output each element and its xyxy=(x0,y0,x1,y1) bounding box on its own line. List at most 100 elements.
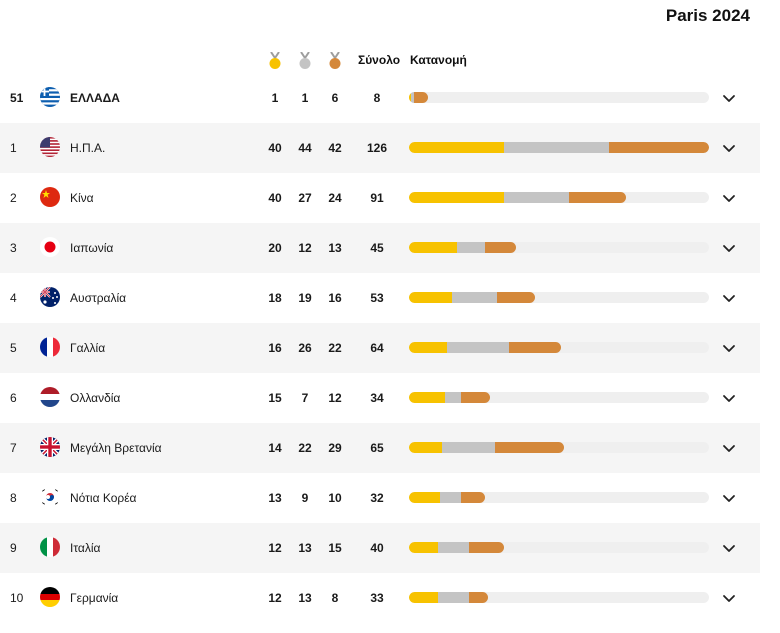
table-row[interactable]: 3 Ιαπωνία 20 12 13 45 xyxy=(0,223,760,273)
gold-segment xyxy=(409,292,452,303)
silver-segment xyxy=(437,542,469,553)
country-name: Κίνα xyxy=(70,191,94,205)
silver-segment xyxy=(451,292,498,303)
chevron-down-icon[interactable] xyxy=(721,490,737,506)
total-count: 53 xyxy=(370,291,384,305)
country-name: Γαλλία xyxy=(70,341,106,355)
country-name: Ιταλία xyxy=(70,541,101,555)
medal-breakdown-bar xyxy=(409,92,709,103)
gold-count: 15 xyxy=(268,391,282,405)
event-title: Paris 2024 xyxy=(665,6,750,25)
country-name: Αυστραλία xyxy=(70,291,127,305)
china-flag-icon xyxy=(40,187,60,207)
bronze-count: 10 xyxy=(328,491,342,505)
silver-count: 12 xyxy=(298,241,312,255)
silver-count: 13 xyxy=(298,591,312,605)
silver-segment xyxy=(447,342,509,353)
chevron-down-icon[interactable] xyxy=(721,540,737,556)
rank: 6 xyxy=(10,391,17,405)
total-count: 65 xyxy=(370,441,384,455)
gold-segment xyxy=(409,342,448,353)
table-row[interactable]: 4 Αυστραλία 18 19 16 53 xyxy=(0,273,760,323)
gold-count: 40 xyxy=(268,191,282,205)
gold-count: 18 xyxy=(268,291,282,305)
gold-segment xyxy=(409,142,505,153)
total-count: 32 xyxy=(370,491,384,505)
silver-segment xyxy=(439,492,462,503)
silver-segment xyxy=(437,592,469,603)
total-count: 34 xyxy=(370,391,384,405)
gold-count: 12 xyxy=(268,541,282,555)
bronze-medal-icon xyxy=(328,51,342,70)
rank: 10 xyxy=(10,591,24,605)
bronze-count: 8 xyxy=(331,591,339,605)
gold-segment xyxy=(409,592,438,603)
greece-flag-icon xyxy=(40,87,60,107)
bronze-segment xyxy=(485,242,517,253)
gold-segment xyxy=(409,192,505,203)
chevron-down-icon[interactable] xyxy=(721,440,737,456)
table-row[interactable]: 9 Ιταλία 12 13 15 40 xyxy=(0,523,760,573)
chevron-down-icon[interactable] xyxy=(721,90,737,106)
france-flag-icon xyxy=(40,337,60,357)
table-row[interactable]: 51 ΕΛΛΑΔΑ 1 1 6 8 xyxy=(0,73,760,123)
silver-segment xyxy=(504,142,609,153)
medal-breakdown-bar xyxy=(409,292,709,303)
chevron-down-icon[interactable] xyxy=(721,390,737,406)
silver-segment xyxy=(411,92,414,103)
bronze-count: 42 xyxy=(328,141,342,155)
usa-flag-icon xyxy=(40,137,60,157)
country-name: ΕΛΛΑΔΑ xyxy=(70,91,120,105)
japan-flag-icon xyxy=(40,237,60,257)
table-row[interactable]: 6 Ολλανδία 15 7 12 34 xyxy=(0,373,760,423)
total-count: 8 xyxy=(373,91,381,105)
medal-breakdown-bar xyxy=(409,592,709,603)
table-row[interactable]: 1 Η.Π.Α. 40 44 42 126 xyxy=(0,123,760,173)
total-count: 45 xyxy=(370,241,384,255)
table-header: Σύνολο Κατανομή xyxy=(0,48,760,74)
total-column-header: Σύνολο xyxy=(358,53,401,67)
silver-count: 7 xyxy=(301,391,309,405)
chevron-down-icon[interactable] xyxy=(721,240,737,256)
chevron-down-icon[interactable] xyxy=(721,190,737,206)
country-name: Νότια Κορέα xyxy=(70,491,137,505)
country-name: Γερμανία xyxy=(70,591,119,605)
rank: 5 xyxy=(10,341,17,355)
gold-count: 13 xyxy=(268,491,282,505)
silver-count: 9 xyxy=(301,491,309,505)
chevron-down-icon[interactable] xyxy=(721,140,737,156)
bronze-segment xyxy=(468,592,488,603)
medal-breakdown-bar xyxy=(409,192,709,203)
bronze-segment xyxy=(609,142,709,153)
silver-segment xyxy=(504,192,569,203)
south-korea-flag-icon xyxy=(40,487,60,507)
bronze-segment xyxy=(413,92,429,103)
medal-breakdown-bar xyxy=(409,392,709,403)
gold-segment xyxy=(409,92,412,103)
netherlands-flag-icon xyxy=(40,387,60,407)
table-row[interactable]: 2 Κίνα 40 27 24 91 xyxy=(0,173,760,223)
bronze-count: 29 xyxy=(328,441,342,455)
chevron-down-icon[interactable] xyxy=(721,290,737,306)
medal-table: 51 ΕΛΛΑΔΑ 1 1 6 8 1 Η.Π.Α. 40 44 42 126 2 Κίνα 40 27 24 9… xyxy=(0,73,760,623)
bronze-count: 6 xyxy=(331,91,339,105)
rank: 7 xyxy=(10,441,17,455)
table-row[interactable]: 8 Νότια Κορέα 13 9 10 32 xyxy=(0,473,760,523)
germany-flag-icon xyxy=(40,587,60,607)
gold-count: 14 xyxy=(268,441,282,455)
bronze-segment xyxy=(494,442,564,453)
chevron-down-icon[interactable] xyxy=(721,590,737,606)
medal-breakdown-bar xyxy=(409,142,709,153)
table-row[interactable]: 7 Μεγάλη Βρετανία 14 22 29 65 xyxy=(0,423,760,473)
rank: 2 xyxy=(10,191,17,205)
silver-count: 27 xyxy=(298,191,312,205)
great-britain-flag-icon xyxy=(40,437,60,457)
silver-segment xyxy=(456,242,486,253)
rank: 4 xyxy=(10,291,17,305)
total-count: 40 xyxy=(370,541,384,555)
medal-breakdown-bar xyxy=(409,242,709,253)
table-row[interactable]: 10 Γερμανία 12 13 8 33 xyxy=(0,573,760,623)
chevron-down-icon[interactable] xyxy=(721,340,737,356)
gold-count: 40 xyxy=(268,141,282,155)
table-row[interactable]: 5 Γαλλία 16 26 22 64 xyxy=(0,323,760,373)
